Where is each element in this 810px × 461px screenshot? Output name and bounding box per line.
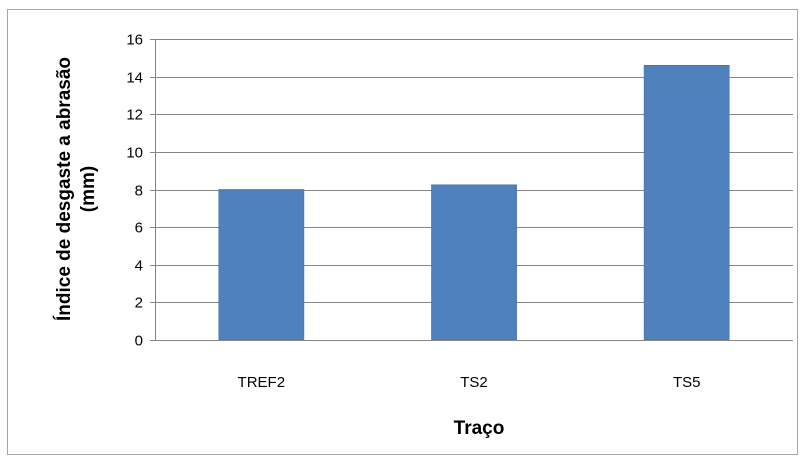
y-axis-title-line2: (mm) (78, 166, 99, 212)
bar (218, 189, 305, 341)
y-tick-label: 16 (126, 32, 143, 49)
y-tick-label: 10 (126, 145, 143, 162)
y-tick-label: 4 (135, 258, 143, 275)
y-tick-label: 8 (135, 183, 143, 200)
y-tick-label: 12 (126, 107, 143, 124)
y-tick-label: 2 (135, 295, 143, 312)
x-tick-label: TS2 (460, 374, 488, 391)
x-tick-label: TS5 (673, 374, 701, 391)
y-axis-title: Índice de desgaste a abrasão (mm) (53, 57, 99, 321)
y-tick-label: 0 (135, 333, 143, 350)
y-axis-title-line1: Índice de desgaste a abrasão (53, 57, 75, 321)
x-axis-title: Traço (454, 418, 505, 439)
y-tick-label: 14 (126, 70, 143, 87)
bar (643, 65, 730, 341)
bar (431, 184, 517, 341)
axes (150, 39, 793, 341)
bars (218, 65, 730, 341)
y-tick-label: 6 (135, 220, 143, 237)
tick-labels: 0 2 4 6 8 10 12 14 16 TREF2 TS2 TS5 (126, 32, 700, 392)
x-tick-label: TREF2 (238, 374, 286, 391)
